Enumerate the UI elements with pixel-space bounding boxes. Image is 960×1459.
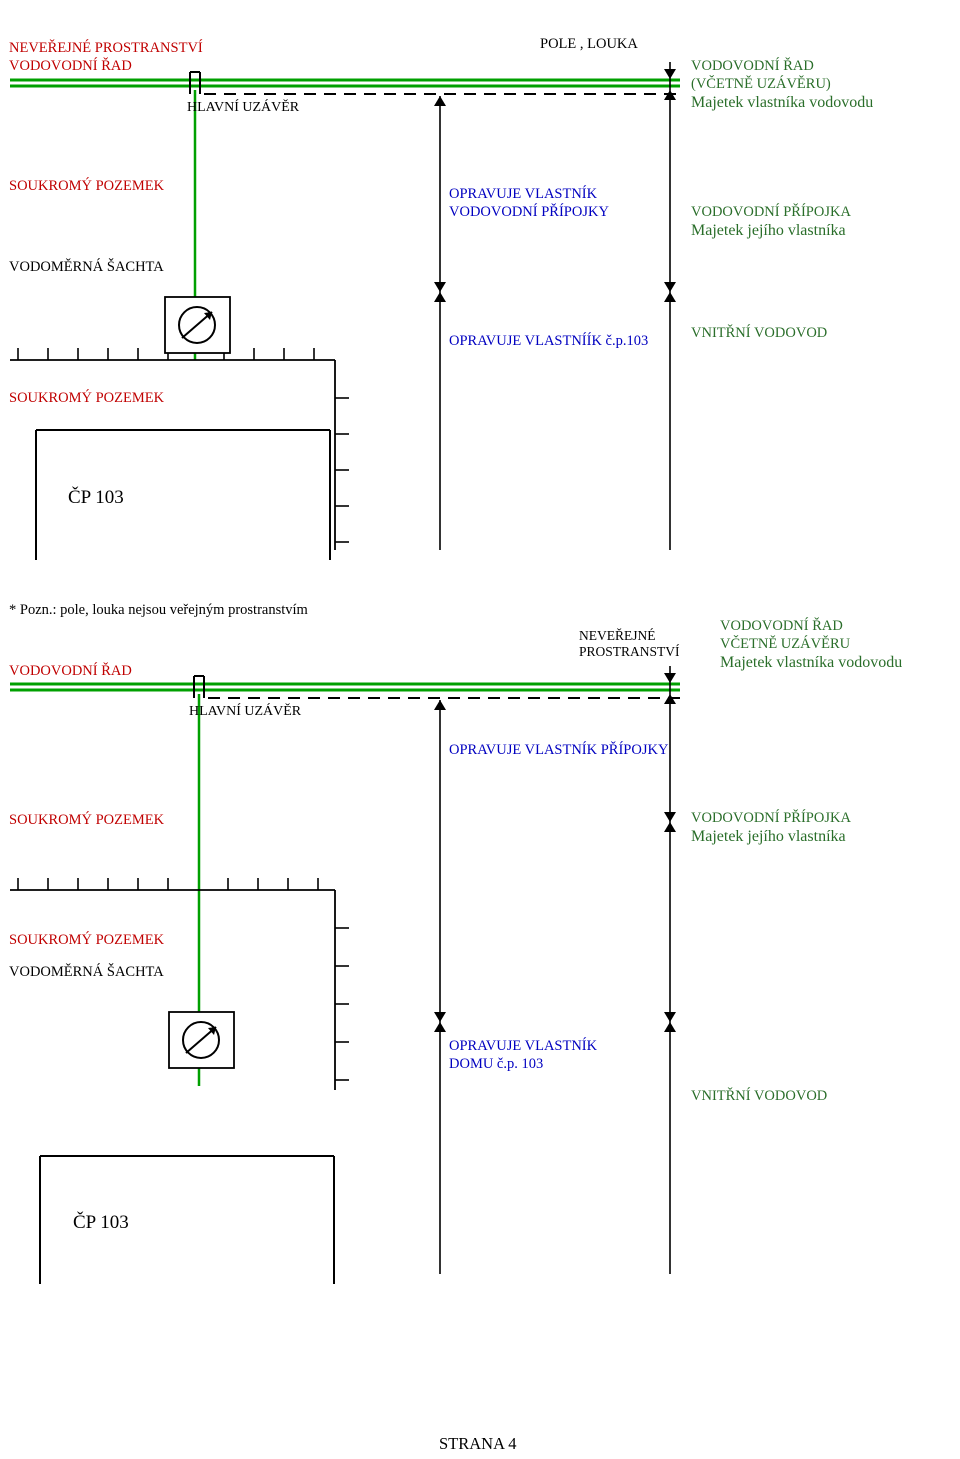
label-opravuje-dom-l2: DOMU č.p. 103: [449, 1056, 543, 1073]
label-vcetne-uzaveru2: VČETNĚ UZÁVĚRU: [720, 636, 850, 653]
label-soukromy-s2b: SOUKROMÝ POZEMEK: [9, 932, 164, 949]
label-vnitrni-vodovod1: VNITŘNÍ VODOVOD: [691, 325, 827, 342]
label-cp103-1: ČP 103: [68, 487, 124, 509]
label-vodomerna-sachta2: VODOMĚRNÁ ŠACHTA: [9, 964, 164, 981]
label-vodomerna-sachta1: VODOMĚRNÁ ŠACHTA: [9, 259, 164, 276]
label-majetek-vodo1: Majetek vlastníka vodovodu: [691, 94, 873, 112]
label-neverejne-prostranstvi: NEVEŘEJNÉ PROSTRANSTVÍ: [9, 40, 203, 57]
label-soukromy1: SOUKROMÝ POZEMEK: [9, 178, 164, 195]
label-neverejne2: NEVEŘEJNÉ: [579, 628, 656, 644]
label-vcetne-uzaveru1: (VČETNĚ UZÁVĚRU): [691, 76, 831, 93]
label-hlavni-uzaver2: HLAVNÍ UZÁVĚR: [189, 704, 301, 720]
label-cp103-2: ČP 103: [73, 1212, 129, 1234]
label-opravuje-dom-l1: OPRAVUJE VLASTNÍK: [449, 1038, 597, 1055]
label-opravuje-cp103: OPRAVUJE VLASTNÍÍK č.p.103: [449, 333, 648, 350]
label-soukromy2: SOUKROMÝ POZEMEK: [9, 390, 164, 407]
label-vodo-pripojka1: VODOVODNÍ PŘÍPOJKA: [691, 204, 851, 221]
label-opravuje-prip2: OPRAVUJE VLASTNÍK PŘÍPOJKY: [449, 742, 668, 759]
label-pole-louka: POLE , LOUKA: [540, 36, 638, 53]
label-hlavni-uzaver: HLAVNÍ UZÁVĚR: [187, 100, 299, 116]
label-majetek-jeji1: Majetek jejího vlastníka: [691, 222, 846, 240]
label-vnitrni-vodovod2: VNITŘNÍ VODOVOD: [691, 1088, 827, 1105]
label-opravuje-prip-l1: OPRAVUJE VLASTNÍK: [449, 186, 597, 203]
label-majetek-vodo2: Majetek vlastníka vodovodu: [720, 654, 902, 672]
footer-page: STRANA 4: [439, 1434, 516, 1454]
label-opravuje-prip-l2: VODOVODNÍ PŘÍPOJKY: [449, 204, 609, 221]
label-vodo-pripojka2: VODOVODNÍ PŘÍPOJKA: [691, 810, 851, 827]
label-rad-right2: VODOVODNÍ ŘAD: [720, 618, 843, 635]
label-rad-right1: VODOVODNÍ ŘAD: [691, 58, 814, 75]
label-vodovodni-rad2: VODOVODNÍ ŘAD: [9, 663, 132, 680]
label-note: * Pozn.: pole, louka nejsou veřejným pro…: [9, 602, 308, 619]
label-prostranstvi2: PROSTRANSTVÍ: [579, 644, 680, 660]
label-vodovodni-rad: VODOVODNÍ ŘAD: [9, 58, 132, 75]
label-majetek-jeji2: Majetek jejího vlastníka: [691, 828, 846, 846]
label-soukromy-s2: SOUKROMÝ POZEMEK: [9, 812, 164, 829]
